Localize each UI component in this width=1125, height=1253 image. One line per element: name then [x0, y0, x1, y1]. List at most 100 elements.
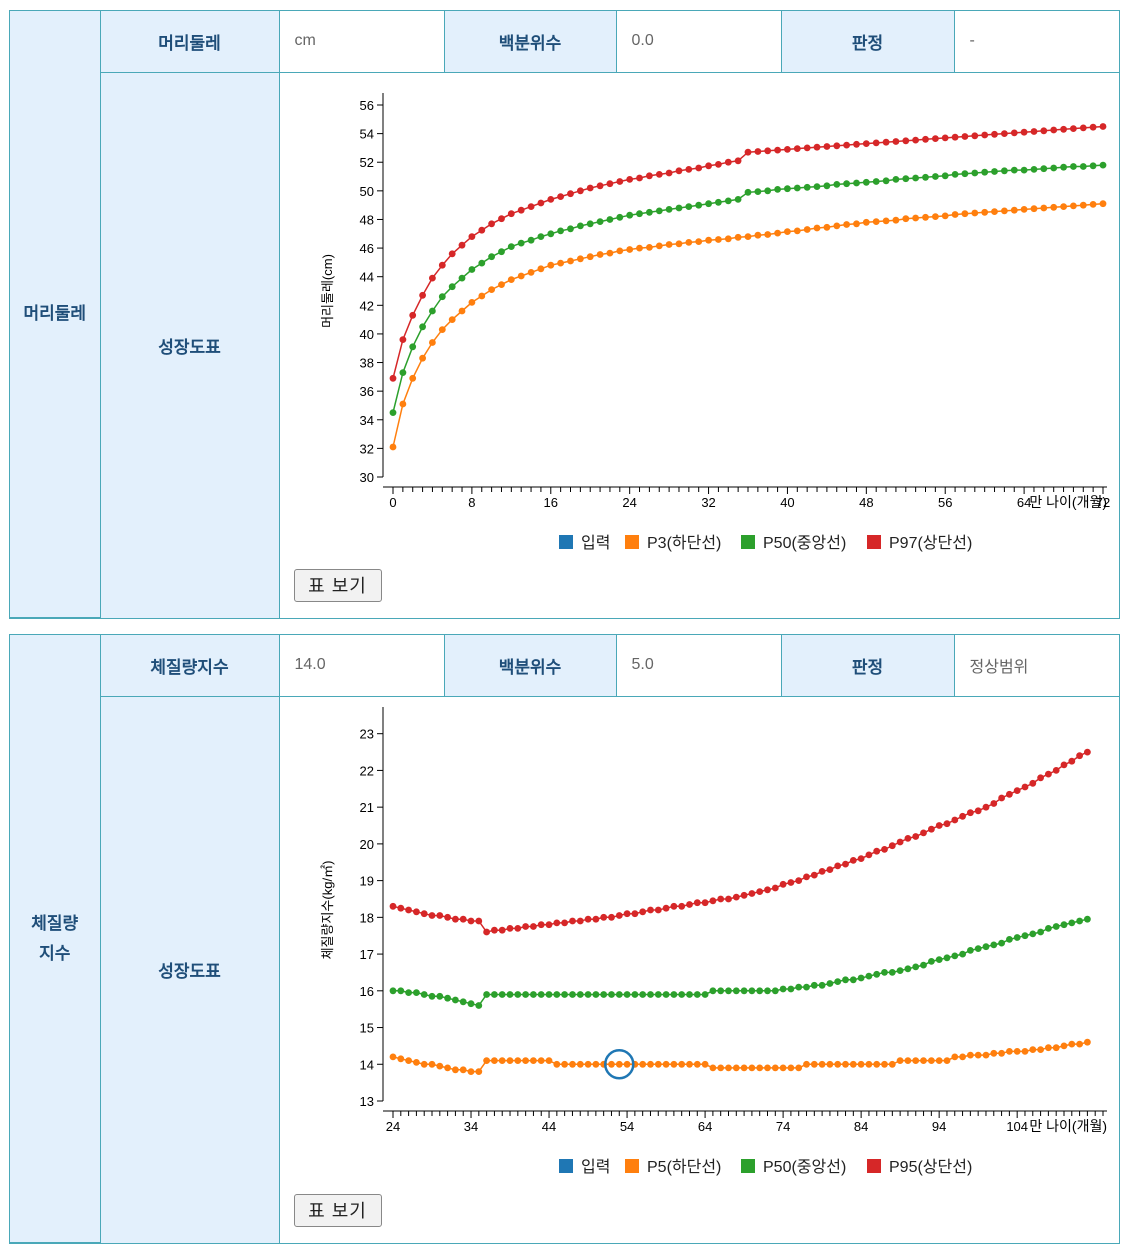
data-point [635, 244, 643, 252]
y-tick-label: 23 [359, 726, 373, 741]
data-point [1079, 162, 1087, 170]
data-point [662, 990, 669, 998]
data-point [852, 140, 860, 148]
data-point [892, 175, 899, 183]
data-point [1044, 1043, 1052, 1051]
data-point [389, 443, 396, 450]
data-point [418, 322, 426, 330]
data-point [927, 1056, 935, 1064]
x-tick-label: 74 [775, 1119, 789, 1134]
data-point [734, 156, 741, 164]
data-point [892, 216, 899, 224]
data-point [537, 920, 545, 928]
data-point [701, 990, 708, 998]
data-point [451, 915, 459, 923]
data-point [748, 889, 755, 897]
data-point [980, 208, 988, 216]
data-point [677, 902, 685, 910]
data-point [529, 1056, 537, 1064]
data-point [389, 1053, 396, 1060]
data-point [732, 893, 740, 900]
data-point [773, 185, 781, 193]
data-point [1020, 128, 1027, 136]
data-point [635, 174, 643, 181]
data-point [684, 202, 692, 210]
y-tick-label: 32 [359, 441, 373, 456]
data-point [714, 235, 722, 243]
data-point [849, 1060, 857, 1068]
data-point [1000, 207, 1008, 214]
data-point [521, 1056, 529, 1064]
data-point [744, 188, 751, 196]
x-tick-label: 34 [463, 1119, 477, 1134]
data-point [1089, 123, 1096, 131]
data-point [849, 856, 857, 864]
data-point [773, 229, 781, 237]
data-point [560, 990, 568, 998]
data-point [428, 1060, 435, 1068]
data-point [399, 335, 406, 343]
data-point [1083, 915, 1091, 923]
y-tick-label: 50 [359, 183, 373, 198]
data-point [931, 172, 939, 180]
data-point [732, 1064, 740, 1071]
data-point [468, 232, 475, 240]
data-point [638, 907, 646, 915]
data-point [970, 169, 978, 176]
data-point [576, 222, 584, 229]
data-point [773, 146, 781, 153]
x-tick-label: 64 [1016, 495, 1030, 510]
x-tick-label: 32 [701, 495, 715, 510]
data-point [872, 970, 880, 978]
percentile-value: 5.0 [615, 635, 782, 697]
data-point [771, 1064, 779, 1071]
view-table-button[interactable]: 표 보기 [293, 1193, 382, 1227]
data-point [566, 189, 574, 197]
data-point [645, 171, 653, 179]
data-point [755, 887, 763, 895]
data-point [1049, 126, 1057, 133]
data-point [675, 204, 682, 211]
legend-label: P50(중앙선) [763, 534, 846, 552]
data-point [474, 1067, 482, 1075]
data-point [396, 986, 404, 994]
legend-label: 입력 [581, 534, 610, 552]
data-point [389, 374, 396, 382]
data-point [740, 986, 747, 994]
data-point [467, 1067, 474, 1075]
data-point [810, 981, 818, 989]
data-point [755, 986, 763, 994]
data-point [931, 134, 939, 142]
data-point [507, 242, 515, 250]
data-point [802, 1060, 810, 1068]
data-point [1075, 751, 1083, 759]
data-point [482, 990, 490, 998]
data-point [911, 136, 919, 143]
data-point [654, 906, 662, 913]
data-point [646, 990, 654, 998]
data-point [468, 298, 475, 306]
view-table-button[interactable]: 표 보기 [293, 568, 382, 602]
x-tick-label: 0 [389, 495, 396, 510]
data-point [546, 261, 554, 269]
data-point [552, 919, 560, 926]
data-point [506, 1056, 513, 1064]
data-point [428, 911, 435, 919]
head-circumference-section: 머리둘레 머리둘레 cm 백분위수 0.0 판정 - 성장도표 30 32 34 36… [9, 10, 1120, 619]
data-point [865, 972, 872, 979]
data-point [670, 990, 677, 998]
data-point [1036, 773, 1044, 781]
data-point [576, 917, 584, 924]
data-point [950, 1053, 958, 1060]
data-point [888, 841, 896, 849]
data-point [655, 170, 663, 178]
data-point [701, 898, 708, 906]
data-point [477, 226, 485, 234]
data-point [771, 884, 779, 891]
data-point [412, 988, 420, 996]
data-point [438, 325, 446, 333]
data-point [646, 1060, 654, 1068]
data-point [545, 1056, 552, 1064]
data-point [677, 990, 685, 998]
x-axis-title: 만 나이(개월) [1029, 1118, 1107, 1134]
